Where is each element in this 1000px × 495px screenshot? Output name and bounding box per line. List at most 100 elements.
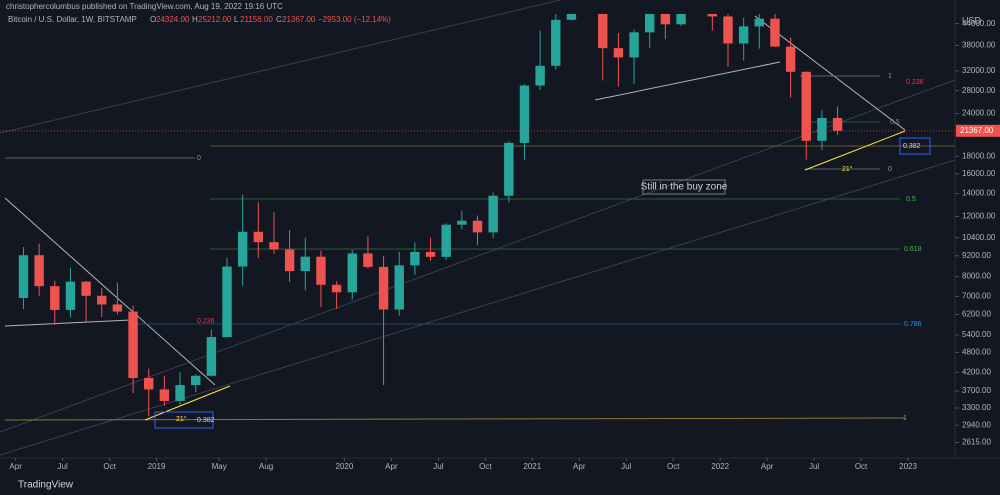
y-tick-label: 6200.00	[962, 310, 991, 319]
last-price-tag	[956, 124, 1000, 137]
annotation: 0.5	[890, 119, 900, 126]
x-tick-label: Apr	[573, 462, 586, 471]
x-tick-label: 2022	[711, 462, 729, 471]
y-tick-label: 14000.00	[962, 189, 996, 198]
x-tick-label: Oct	[855, 462, 868, 471]
candle-body	[770, 18, 780, 47]
legend-value: 21367.00	[282, 15, 316, 24]
candle-body	[97, 295, 107, 305]
candle-body	[551, 19, 561, 66]
legend-change: −2953.00 (−12.14%)	[318, 15, 391, 24]
candle-body	[519, 85, 530, 143]
candle-body	[504, 142, 514, 196]
angle-line	[144, 385, 231, 421]
candle-body	[175, 385, 185, 401]
x-tick-label: 2020	[336, 462, 354, 471]
candle-body	[284, 249, 295, 272]
legend-value: 21156.00	[240, 15, 273, 24]
trend-line	[594, 61, 781, 101]
y-tick-label: 38000.00	[962, 41, 996, 50]
candle-body	[144, 377, 154, 390]
candle-body	[253, 231, 264, 243]
candle-body	[472, 220, 483, 233]
candle-body	[316, 256, 326, 285]
y-tick-label: 9200.00	[962, 251, 991, 260]
candle-body	[535, 65, 545, 86]
channel-line	[0, 79, 956, 433]
candle-body	[785, 46, 796, 72]
header: christophercolumbus published on Trading…	[6, 2, 283, 11]
legend-value: 25212.00	[198, 15, 232, 24]
candle-body	[676, 14, 686, 25]
x-tick-label: Apr	[385, 462, 398, 471]
y-tick-label: 12000.00	[962, 212, 996, 221]
candle-body	[159, 389, 170, 401]
x-tick-label: 2019	[148, 462, 166, 471]
trend-line	[754, 15, 906, 131]
trend-line	[4, 197, 216, 386]
candle-body	[378, 266, 389, 310]
y-tick-label: 44000.00	[962, 19, 996, 28]
y-tick-label: 28000.00	[962, 86, 996, 95]
annotation: 0.236	[906, 79, 924, 86]
annotation: 0	[197, 155, 201, 162]
candle-body	[222, 266, 232, 338]
annotation: 21°	[176, 415, 187, 423]
y-tick-label: 18000.00	[962, 151, 996, 160]
candle-body	[566, 14, 577, 20]
annotation: 0.5	[906, 196, 916, 203]
candle-body	[613, 48, 624, 58]
candle-body	[128, 311, 138, 378]
channel-line	[0, 159, 956, 456]
x-tick-label: 2023	[899, 462, 917, 471]
x-tick-label: Oct	[479, 462, 492, 471]
last-price-label: 21367.00	[960, 126, 994, 135]
candle-body	[331, 284, 342, 293]
y-tick-label: 5400.00	[962, 330, 991, 339]
x-tick-label: Aug	[259, 462, 273, 471]
legend-key: H	[192, 15, 198, 24]
channel-line	[0, 0, 561, 134]
candle-body	[394, 265, 404, 310]
candle-body	[441, 224, 451, 257]
candle-body	[81, 281, 91, 296]
candle-body	[629, 32, 639, 58]
x-tick-label: Oct	[667, 462, 680, 471]
x-tick-label: 2021	[523, 462, 541, 471]
x-tick-label: Jul	[58, 462, 68, 471]
candle-body	[300, 256, 310, 272]
candle-body	[237, 231, 248, 267]
candle-body	[457, 220, 467, 225]
candle-body	[269, 242, 279, 250]
annotation: 0	[888, 166, 892, 173]
annotation: 0.236	[197, 318, 215, 325]
annotation: 0.618	[904, 246, 922, 253]
candle-body	[65, 281, 76, 310]
x-tick-label: Oct	[103, 462, 116, 471]
legend-key: C	[276, 15, 282, 24]
y-tick-label: 8000.00	[962, 272, 991, 281]
annotation: 0.786	[904, 321, 922, 328]
candle-body	[707, 14, 718, 17]
candle-body	[425, 251, 436, 257]
y-tick-label: 16000.00	[962, 169, 996, 178]
candle-body	[738, 26, 749, 44]
candle-body	[112, 304, 123, 312]
annotation: 0.382	[903, 143, 921, 150]
candle-body	[363, 253, 373, 267]
y-tick-label: 3700.00	[962, 386, 991, 395]
candle-body	[598, 14, 608, 49]
annotation: 1	[903, 415, 907, 422]
box	[899, 137, 931, 155]
drawings	[0, 0, 956, 456]
y-tick-label: 10400.00	[962, 233, 996, 242]
y-tick-label: 24000.00	[962, 109, 996, 118]
legend-key: O	[150, 15, 156, 24]
annotation: 0.382	[197, 417, 215, 424]
chart-title: Bitcoin / U.S. Dollar, 1W, BITSTAMP	[8, 15, 137, 24]
y-tick-label: 4800.00	[962, 348, 991, 357]
candle-body	[488, 195, 498, 233]
candle-body	[410, 251, 420, 266]
box	[154, 411, 214, 429]
annotation: Still in the buy zone	[641, 182, 728, 193]
